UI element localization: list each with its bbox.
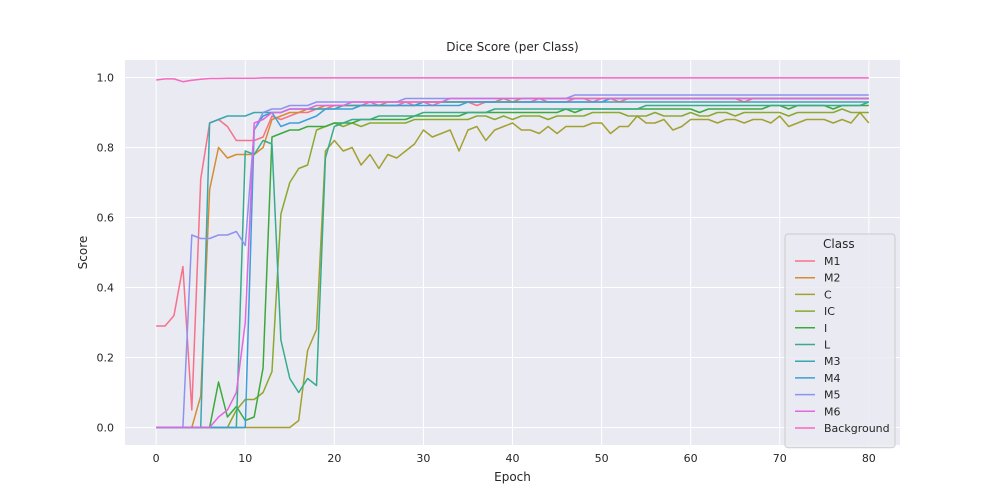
legend-label: Background [824,422,890,435]
series-line-c [156,111,870,429]
legend-label: M5 [824,389,841,402]
x-tick-label: 60 [684,452,698,465]
series-lines [156,77,870,429]
x-axis-title: Epoch [494,470,531,484]
x-tick-label: 30 [416,452,430,465]
y-tick-label: 1.0 [97,72,115,85]
y-tick-label: 0.0 [97,422,115,435]
legend-label: M6 [824,405,841,418]
legend-label: L [824,339,831,352]
y-tick-label: 0.8 [97,142,115,155]
series-line-ic [156,108,869,429]
x-tick-label: 80 [862,452,876,465]
y-tick-labels: 0.0 0.2 0.4 0.6 0.8 1.0 [97,72,115,435]
series-line-m6 [156,97,869,429]
x-tick-label: 70 [773,452,787,465]
x-tick-label: 40 [506,452,520,465]
x-tick-label: 0 [153,452,160,465]
x-tick-labels: 0 10 20 30 40 50 60 70 80 [153,452,876,465]
y-tick-label: 0.2 [97,352,115,365]
legend-label: I [824,322,827,335]
series-line-i [156,104,869,429]
chart-title: Dice Score (per Class) [446,40,578,54]
legend-label: IC [824,305,835,318]
y-tick-label: 0.4 [97,282,115,295]
series-line-background [156,77,869,83]
y-tick-label: 0.6 [97,212,115,225]
series-line-l [156,101,870,429]
legend-label: M4 [824,372,841,385]
y-axis-title: Score [76,236,90,270]
legend-label: M2 [824,272,841,285]
legend: Class M1 M2 C IC IL M3 M4 M5 M6 Background [784,233,896,449]
x-tick-label: 20 [327,452,341,465]
legend-label: M1 [824,255,841,268]
x-tick-label: 50 [595,452,609,465]
legend-label: M3 [824,355,841,368]
x-tick-label: 10 [238,452,252,465]
legend-title: Class [823,237,855,251]
legend-label: C [824,288,832,301]
